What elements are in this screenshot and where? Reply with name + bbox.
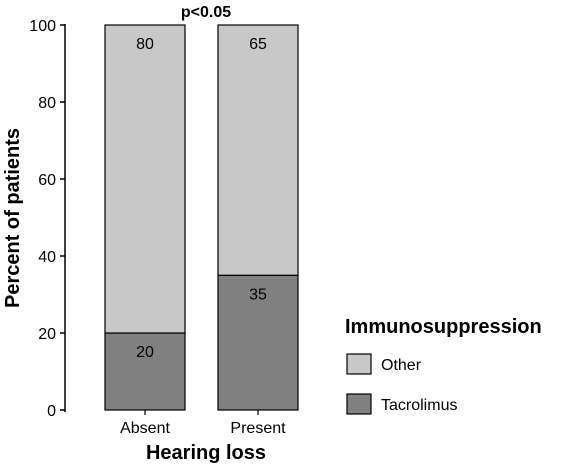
- y-tick-label: 100: [29, 18, 56, 35]
- y-tick-label: 20: [38, 326, 56, 343]
- y-tick-label: 60: [38, 172, 56, 189]
- legend-title: Immunosuppression: [345, 316, 542, 338]
- bars: 20 80 35 65: [104, 24, 299, 411]
- y-tick-label: 40: [38, 249, 56, 266]
- y-ticks: 0 20 40 60 80 100: [29, 18, 65, 420]
- y-tick-label: 80: [38, 95, 56, 112]
- legend-swatch-other: [346, 353, 372, 375]
- y-tick-label: 0: [47, 403, 56, 420]
- y-axis-title: Percent of patients: [2, 128, 24, 308]
- legend-swatch-tacrolimus: [346, 393, 372, 415]
- x-tick-label: Present: [230, 420, 286, 437]
- x-tick-label: Absent: [120, 420, 170, 437]
- bar-segment-other-absent: [104, 24, 186, 334]
- x-ticks: Absent Present: [120, 410, 286, 437]
- legend: Immunosuppression Other Tacrolimus: [345, 316, 542, 415]
- legend-label-tacrolimus: Tacrolimus: [381, 397, 457, 414]
- bar-segment-other-present: [217, 24, 299, 276]
- legend-label-other: Other: [381, 357, 422, 374]
- bar-segment-tacrolimus-present: [217, 274, 299, 411]
- x-axis-title: Hearing loss: [146, 442, 266, 464]
- bar-data-label: 35: [249, 286, 267, 303]
- bar-data-label: 65: [249, 36, 267, 53]
- bar-data-label: 80: [136, 36, 154, 53]
- bar-data-label: 20: [136, 344, 154, 361]
- p-value-annotation: p<0.05: [181, 4, 231, 21]
